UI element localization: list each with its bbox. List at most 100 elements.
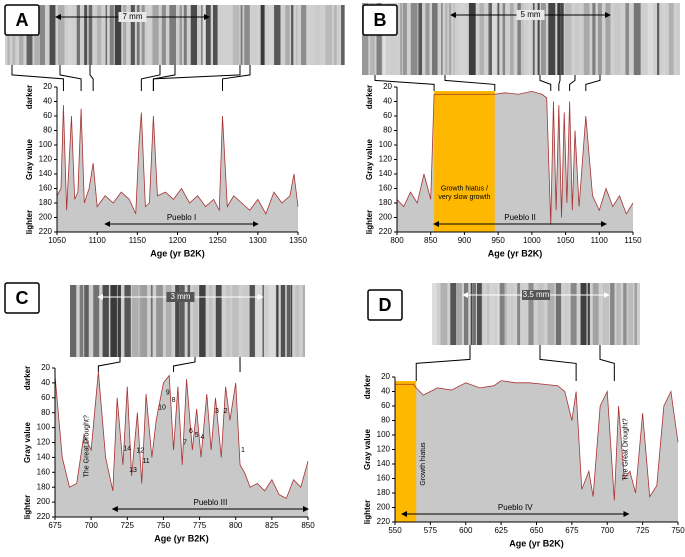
ring-stripe	[274, 5, 280, 65]
y-tick-label: 200	[37, 497, 51, 506]
annotation: The Great Drought?	[84, 415, 91, 477]
y-tick-label: 120	[39, 155, 53, 164]
y-tick-label: 140	[39, 169, 53, 178]
y-tick-label: 200	[379, 213, 393, 222]
y-tick-label: 140	[37, 453, 51, 462]
ring-stripe	[309, 5, 314, 65]
ring-stripe	[445, 3, 447, 75]
x-tick-label: 850	[424, 236, 438, 245]
ring-stripe	[477, 283, 482, 345]
ring-stripe	[657, 3, 659, 75]
ring-stripe	[77, 5, 80, 65]
x-tick-label: 950	[491, 236, 505, 245]
annotation: 1	[241, 447, 245, 454]
x-tick-label: 1000	[523, 236, 541, 245]
annotation: 9	[166, 389, 170, 396]
y-tick-label: 60	[383, 111, 392, 120]
annotation: 6	[189, 428, 193, 435]
y-tick-label: 180	[37, 482, 51, 491]
ring-stripe	[325, 5, 332, 65]
x-tick-label: 625	[494, 526, 508, 535]
x-tick-label: 1350	[289, 236, 307, 245]
ring-stripe	[511, 283, 513, 345]
ring-stripe	[261, 5, 265, 65]
y-top-label: darker	[365, 85, 374, 109]
x-tick-label: 600	[459, 526, 473, 535]
ring-stripe	[503, 3, 505, 75]
x-tick-label: 575	[424, 526, 438, 535]
ring-stripe	[250, 285, 255, 357]
panel-letter: D	[379, 295, 392, 315]
y-tick-label: 40	[41, 378, 50, 387]
ring-stripe	[287, 285, 291, 357]
ring-stripe	[641, 3, 644, 75]
ring-stripe	[103, 285, 109, 357]
y-bottom-label: lighter	[365, 210, 374, 234]
annotation: 4	[201, 434, 205, 441]
y-tick-label: 180	[379, 198, 393, 207]
ring-stripe	[306, 5, 308, 65]
y-tick-label: 60	[381, 401, 390, 410]
ring-stripe	[592, 3, 595, 75]
ring-stripe	[93, 285, 99, 357]
ring-stripe	[169, 5, 176, 65]
x-tick-label: 650	[530, 526, 544, 535]
ring-stripe	[295, 285, 299, 357]
ring-stripe	[216, 285, 222, 357]
ring-stripe	[314, 5, 320, 65]
x-tick-label: 675	[565, 526, 579, 535]
ring-stripe	[450, 283, 456, 345]
ring-stripe	[479, 3, 484, 75]
x-tick-label: 725	[636, 526, 650, 535]
ring-stripe	[139, 285, 141, 357]
ring-stripe	[269, 5, 274, 65]
ring-stripe	[614, 3, 620, 75]
ring-stripe	[425, 3, 429, 75]
ring-stripe	[490, 3, 492, 75]
ring-stripe	[497, 3, 499, 75]
annotation: 14	[123, 445, 131, 452]
ring-stripe	[262, 285, 263, 357]
y-tick-label: 60	[43, 111, 52, 120]
y-tick-label: 80	[383, 126, 392, 135]
annotation: 12	[136, 448, 144, 455]
ring-stripe	[152, 5, 158, 65]
period-label: Pueblo III	[194, 498, 228, 507]
ring-stripe	[565, 3, 572, 75]
y-tick-label: 160	[379, 184, 393, 193]
ring-stripe	[441, 3, 442, 75]
ring-stripe	[432, 283, 437, 345]
x-axis-title: Age (yr B2K)	[154, 533, 209, 543]
gray-value-area	[397, 91, 633, 232]
ring-stripe	[110, 5, 114, 65]
y-tick-label: 160	[377, 474, 391, 483]
ring-stripe	[296, 5, 297, 65]
y-tick-label: 100	[379, 140, 393, 149]
x-tick-label: 1150	[129, 236, 147, 245]
y-tick-label: 160	[39, 184, 53, 193]
ring-stripe	[625, 3, 629, 75]
connector	[98, 357, 120, 372]
ring-stripe	[242, 285, 248, 357]
ring-stripe	[598, 3, 602, 75]
ring-stripe	[498, 283, 499, 345]
x-tick-label: 825	[265, 521, 279, 530]
ring-stripe	[244, 5, 249, 65]
ring-stripe	[482, 283, 483, 345]
ring-stripe	[593, 283, 599, 345]
ring-stripe	[84, 5, 87, 65]
y-axis-title: Gray value	[23, 421, 32, 462]
hiatus-band	[395, 381, 416, 522]
ring-stripe	[663, 3, 665, 75]
ring-stripe	[634, 3, 641, 75]
ring-stripe	[616, 283, 620, 345]
x-axis-title: Age (yr B2K)	[488, 248, 543, 258]
ring-stripe	[517, 283, 520, 345]
connector	[416, 345, 470, 381]
y-top-label: darker	[25, 85, 34, 109]
y-tick-label: 20	[383, 82, 392, 91]
ring-stripe	[97, 5, 101, 65]
ring-stripe	[232, 285, 238, 357]
ring-stripe	[256, 285, 263, 357]
period-label: Pueblo IV	[498, 503, 533, 512]
